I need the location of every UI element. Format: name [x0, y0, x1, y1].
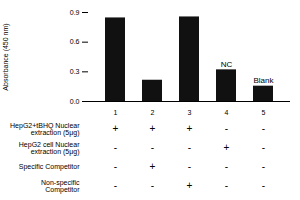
svg-text:-: - [151, 142, 154, 153]
svg-text:Non-specificCompetitor: Non-specificCompetitor [41, 179, 80, 195]
svg-text:-: - [225, 123, 228, 134]
svg-text:-: - [114, 142, 117, 153]
svg-text:0.6: 0.6 [70, 38, 80, 45]
svg-text:-: - [262, 123, 265, 134]
svg-text:-: - [188, 161, 191, 172]
svg-text:4: 4 [225, 109, 229, 115]
svg-text:-: - [262, 161, 265, 172]
svg-text:0.9: 0.9 [70, 9, 80, 16]
svg-text:3: 3 [188, 109, 192, 115]
svg-text:0.3: 0.3 [70, 68, 80, 75]
svg-text:2: 2 [151, 109, 155, 115]
svg-text:0.0: 0.0 [70, 98, 80, 105]
svg-text:-: - [114, 161, 117, 172]
svg-text:-: - [262, 180, 265, 191]
svg-text:HepG2 cell Nuclearextraction (: HepG2 cell Nuclearextraction (5μg) [19, 141, 80, 157]
svg-text:+: + [150, 123, 156, 134]
svg-text:+: + [187, 123, 193, 134]
svg-text:NC: NC [221, 60, 233, 69]
svg-text:-: - [114, 180, 117, 191]
svg-text:5: 5 [262, 109, 266, 115]
svg-text:-: - [225, 180, 228, 191]
svg-text:-: - [188, 142, 191, 153]
svg-text:+: + [187, 180, 193, 191]
svg-text:-: - [225, 161, 228, 172]
svg-text:+: + [224, 142, 230, 153]
svg-text:1: 1 [114, 109, 118, 115]
svg-text:+: + [113, 123, 119, 134]
svg-text:+: + [150, 161, 156, 172]
svg-text:-: - [151, 180, 154, 191]
svg-text:Absorbance (450 nm): Absorbance (450 nm) [2, 23, 10, 90]
svg-text:Blank: Blank [253, 76, 274, 85]
svg-text:HepG2+tBHQ Nuclearextraction (: HepG2+tBHQ Nuclearextraction (5μg) [10, 122, 80, 138]
svg-text:Specific Competitor: Specific Competitor [19, 163, 80, 171]
svg-text:-: - [262, 142, 265, 153]
